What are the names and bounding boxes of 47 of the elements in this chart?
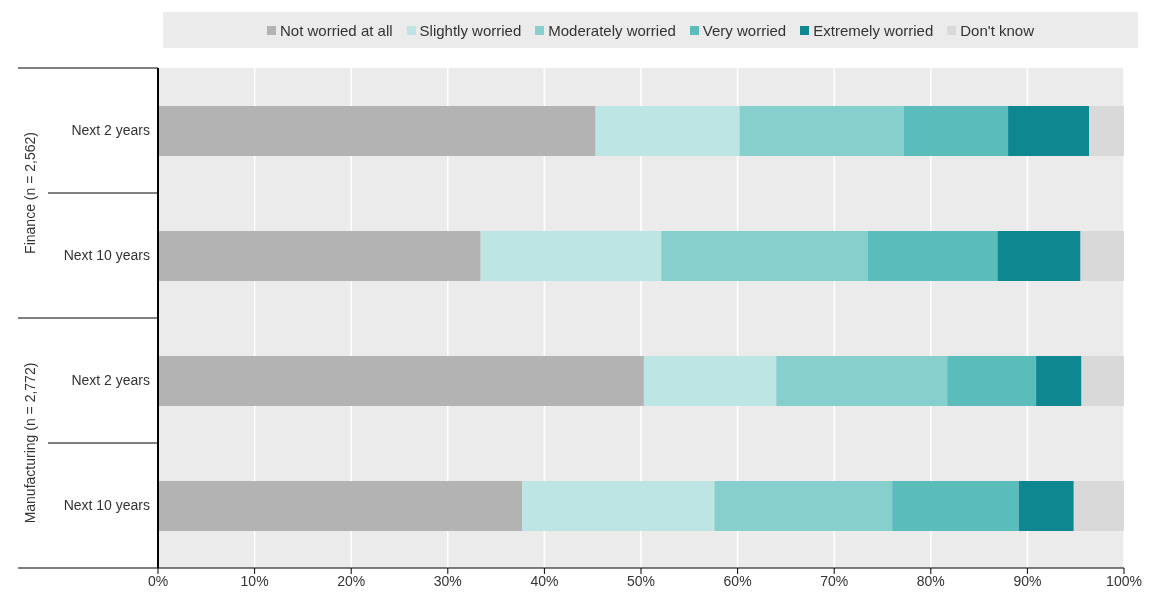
bar	[739, 106, 904, 156]
bar	[1008, 106, 1090, 156]
y-tick-label: Next 2 years	[71, 372, 150, 389]
bar	[714, 481, 893, 531]
bar	[903, 106, 1009, 156]
legend-label: Very worried	[702, 21, 787, 39]
bar	[522, 481, 715, 531]
y-tick-label: Next 10 years	[63, 497, 150, 514]
legend-label: Don't know	[960, 21, 1034, 39]
bar	[158, 106, 596, 156]
x-tick-label: 20%	[337, 572, 366, 589]
x-tick-label: 80%	[916, 572, 945, 589]
y-tick-label: Next 2 years	[71, 122, 150, 139]
legend-label: Not worried at all	[280, 21, 393, 39]
x-tick-label: 40%	[530, 572, 559, 589]
bar	[158, 231, 481, 281]
x-tick-label: 30%	[433, 572, 462, 589]
bar	[643, 356, 777, 406]
bar	[661, 231, 869, 281]
bar	[158, 356, 644, 406]
x-tick-label: 0%	[147, 572, 169, 589]
x-tick-label: 90%	[1013, 572, 1042, 589]
bar	[947, 356, 1037, 406]
y-tick-label: Next 10 years	[63, 247, 150, 264]
x-tick-label: 60%	[723, 572, 752, 589]
bar	[1018, 481, 1074, 531]
x-tick-label: 10%	[240, 572, 269, 589]
x-tick-label: 50%	[626, 572, 656, 589]
legend-label: Extremely worried	[813, 21, 934, 39]
bar	[480, 231, 662, 281]
bar	[1073, 481, 1124, 531]
bar	[776, 356, 948, 406]
bar	[158, 481, 523, 531]
bar	[1081, 356, 1124, 406]
bar	[1036, 356, 1082, 406]
legend-label: Slightly worried	[419, 21, 522, 39]
bar	[1089, 106, 1124, 156]
text: Finance (n = 2,562)	[22, 132, 38, 254]
x-tick-label: 100%	[1106, 572, 1142, 589]
bar	[595, 106, 740, 156]
bar	[997, 231, 1081, 281]
bar	[892, 481, 1019, 531]
bar	[868, 231, 998, 281]
text: Manufacturing (n = 2,772)	[22, 362, 38, 524]
x-tick-label: 70%	[820, 572, 849, 589]
legend-label: Moderately worried	[548, 21, 676, 39]
bar	[1080, 231, 1124, 281]
